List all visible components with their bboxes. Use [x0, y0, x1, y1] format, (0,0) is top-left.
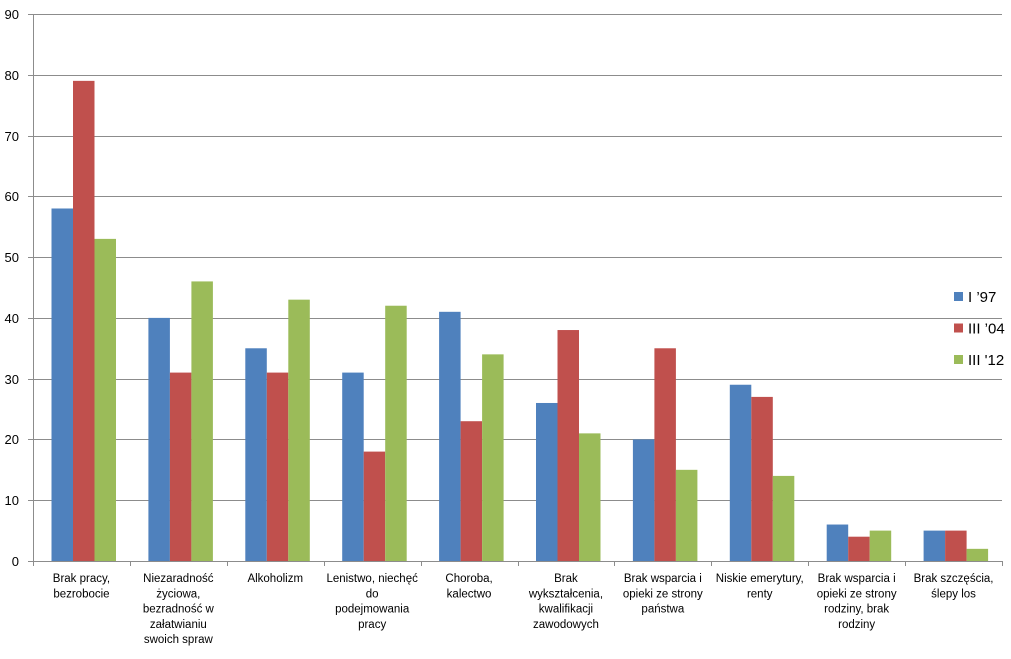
bar — [169, 372, 192, 561]
legend-swatch — [954, 323, 963, 333]
category-label: Lenistwo, niechęć do podejmowania pracy — [326, 573, 418, 631]
bar — [245, 348, 267, 561]
bar — [632, 439, 655, 561]
bar — [51, 208, 73, 562]
legend-label: I ’97 — [968, 289, 996, 306]
category-label: Brak wsparcia i opieki ze strony państwa — [623, 573, 703, 616]
y-tick-label: 90 — [5, 7, 19, 22]
bar — [557, 330, 579, 561]
legend-label: III ’04 — [968, 321, 1005, 338]
bar — [772, 475, 795, 561]
bar — [923, 530, 946, 561]
bar — [385, 305, 407, 561]
bar — [288, 299, 310, 561]
bar — [439, 311, 461, 561]
bar — [94, 238, 116, 561]
category-label: Brak pracy, bezrobocie — [53, 573, 110, 600]
y-tick-label: 70 — [5, 129, 19, 144]
bar — [654, 348, 676, 561]
bar — [729, 384, 752, 561]
labels: 0 10 20 30 40 50 60 70 80 90 Brak pracy, bezrobocie… — [5, 7, 994, 646]
category-label: Choroba, kalectwo — [445, 573, 492, 600]
bar — [579, 433, 601, 561]
y-tick-label: 40 — [5, 311, 19, 326]
bar — [460, 421, 483, 561]
category-label: Niskie emerytury, renty — [716, 573, 804, 600]
y-tick-label: 0 — [12, 554, 19, 569]
category-label: Niezaradność życiowa, bezradność w załatwia… — [143, 573, 215, 646]
y-tick-label: 60 — [5, 189, 19, 204]
bar — [675, 469, 698, 561]
category-label: Brak wsparcia i opieki ze strony rodziny, … — [817, 573, 897, 631]
y-tick-label: 50 — [5, 250, 19, 265]
bar — [848, 536, 870, 561]
bar — [342, 372, 364, 561]
bar — [945, 530, 967, 561]
y-tick-label: 80 — [5, 68, 19, 83]
y-tick-label: 20 — [5, 432, 19, 447]
bar — [482, 354, 504, 561]
bar — [191, 281, 213, 561]
category-label: Alkoholizm — [247, 573, 303, 585]
y-tick-label: 30 — [5, 372, 19, 387]
bar — [536, 402, 558, 561]
bars — [51, 80, 989, 562]
bar — [869, 530, 892, 561]
bar — [826, 524, 849, 561]
legend-swatch — [954, 292, 963, 301]
legend-swatch — [954, 355, 963, 364]
bar — [266, 372, 289, 561]
y-tick-label: 10 — [5, 493, 19, 508]
bar — [148, 317, 170, 561]
legend-label: III '12 — [968, 352, 1004, 369]
category-label: Brak szczęścia, ślepy los — [914, 573, 994, 600]
bar — [363, 451, 386, 561]
category-label: Brak wykształcenia, kwalifikacji zawodowych — [528, 573, 603, 631]
bar — [751, 396, 773, 561]
legend: I ’97 III ’04 III '12 — [954, 289, 1005, 369]
bar — [73, 80, 95, 562]
axes — [28, 14, 1003, 566]
bar — [966, 548, 989, 561]
